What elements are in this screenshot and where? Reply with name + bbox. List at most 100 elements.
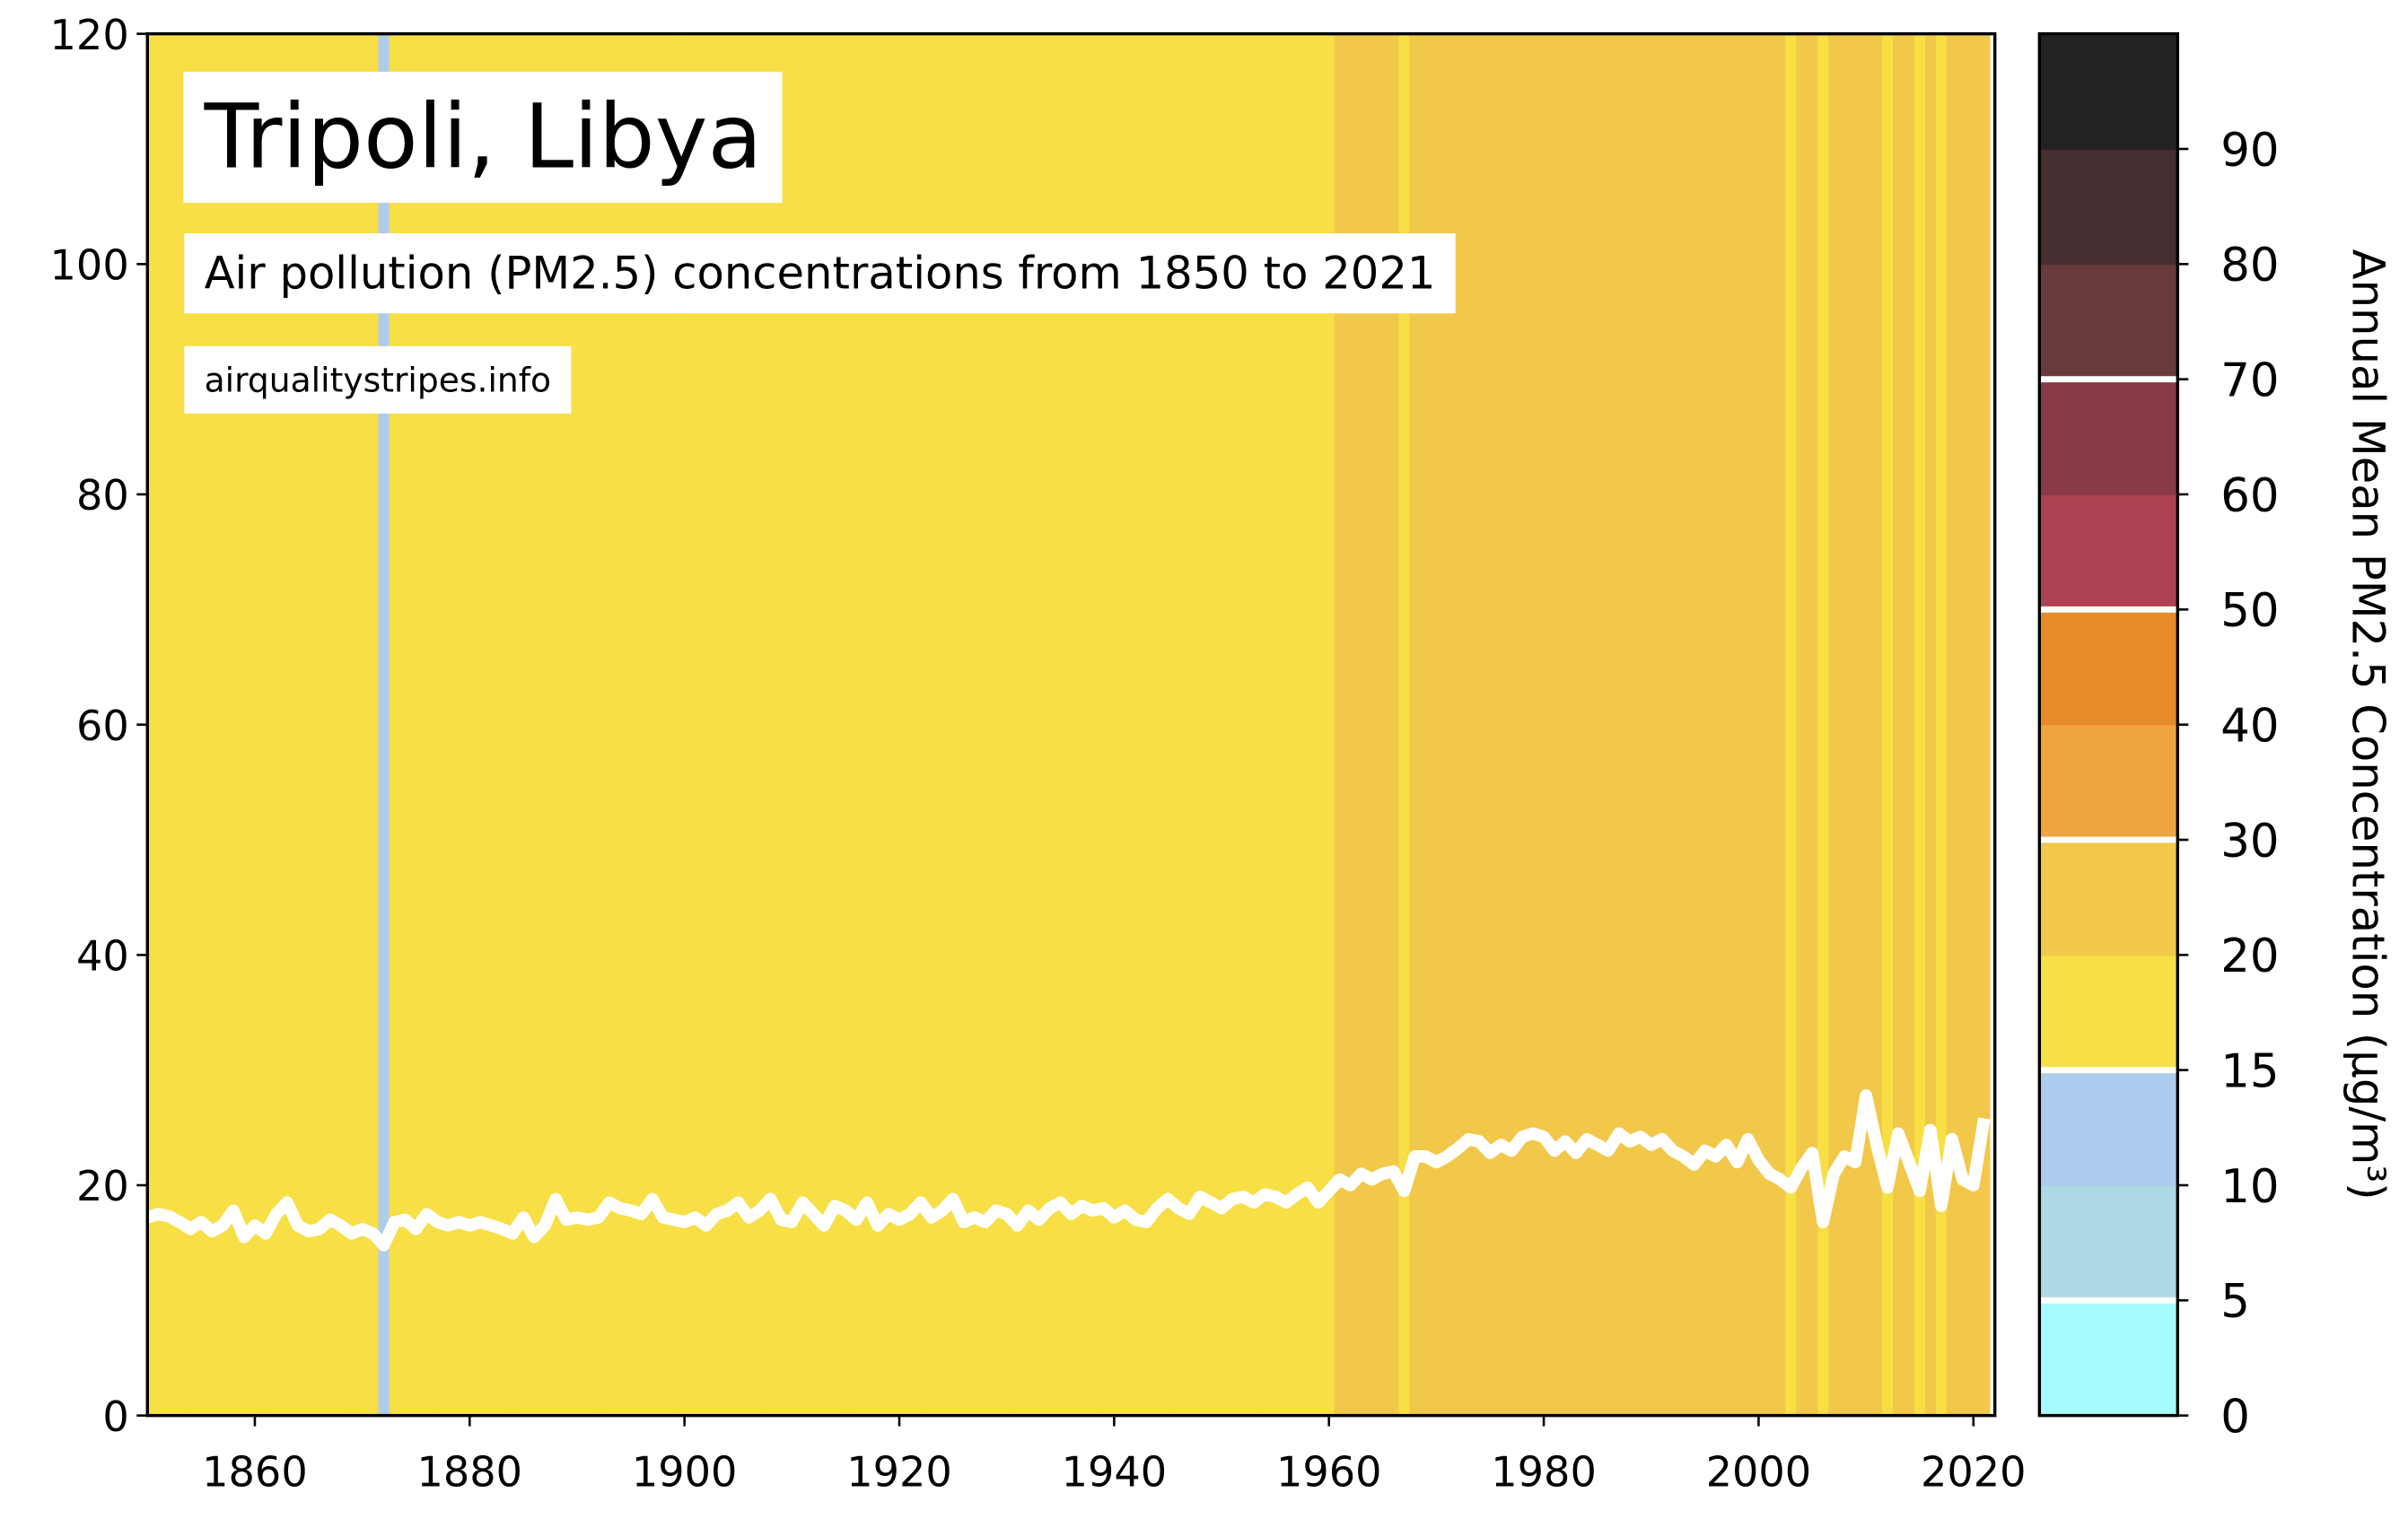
colorbar-segment (2039, 493, 2178, 611)
stripe (968, 33, 981, 1416)
stripe (1785, 33, 1798, 1416)
stripe (1742, 33, 1755, 1416)
stripe (1967, 33, 1980, 1416)
stripe (1913, 33, 1926, 1416)
chart-title-box (183, 71, 783, 204)
stripe (1366, 33, 1379, 1416)
colorbar-segment (2039, 1069, 2178, 1186)
chart-subtitle-box (184, 233, 1456, 314)
colorbar-segment (2039, 609, 2178, 726)
stripe (1528, 33, 1539, 1416)
stripe (829, 33, 842, 1416)
colorbar-tick-label: 15 (2220, 1044, 2279, 1098)
stripe (979, 33, 992, 1416)
stripe (1431, 33, 1443, 1416)
colorbar-segment (2039, 955, 2178, 1071)
stripe (1033, 33, 1046, 1416)
stripe (1355, 33, 1368, 1416)
stripe (1205, 33, 1217, 1416)
colorbar-tick-label: 30 (2220, 815, 2279, 869)
stripe (1774, 33, 1787, 1416)
stripe (1613, 33, 1625, 1416)
stripe (722, 33, 734, 1416)
y-tick-label: 40 (76, 931, 129, 980)
stripe (153, 33, 165, 1416)
stripe (915, 33, 927, 1416)
stripe (1517, 33, 1528, 1416)
stripe (958, 33, 970, 1416)
stripe (1216, 33, 1228, 1416)
stripe (1495, 33, 1508, 1416)
stripe (668, 33, 680, 1416)
stripe (872, 33, 884, 1416)
stripe (1398, 33, 1411, 1416)
stripe (1817, 33, 1830, 1416)
stripe (1227, 33, 1239, 1416)
stripe (1634, 33, 1647, 1416)
stripe (1882, 33, 1894, 1416)
colorbar-segment (2039, 1184, 2178, 1302)
stripe (1258, 33, 1271, 1416)
stripe (625, 33, 637, 1416)
y-tick-label: 20 (76, 1162, 129, 1210)
y-tick-label: 60 (76, 702, 129, 750)
chart-source: airqualitystripes.info (205, 360, 551, 399)
stripe (1011, 33, 1024, 1416)
stripe (925, 33, 938, 1416)
stripe (1796, 33, 1808, 1416)
stripe (1334, 33, 1346, 1416)
colorbar-tick-label: 80 (2220, 239, 2279, 292)
stripe (1667, 33, 1679, 1416)
stripe (1151, 33, 1164, 1416)
stripe (1538, 33, 1550, 1416)
stripe (1291, 33, 1303, 1416)
stripe (990, 33, 1003, 1416)
colorbar-segment (2039, 724, 2178, 841)
stripe (1645, 33, 1658, 1416)
y-tick-label: 120 (50, 11, 129, 59)
stripe (732, 33, 745, 1416)
stripe (1688, 33, 1701, 1416)
stripe (819, 33, 831, 1416)
stripe (1323, 33, 1335, 1416)
stripe (904, 33, 916, 1416)
stripe (1935, 33, 1948, 1416)
colorbar-tick-label: 50 (2220, 584, 2279, 638)
stripe (1903, 33, 1915, 1416)
stripe (689, 33, 702, 1416)
stripe (797, 33, 810, 1416)
stripe (1441, 33, 1454, 1416)
colorbar-tick-label: 40 (2220, 699, 2279, 753)
stripe (1624, 33, 1636, 1416)
stripe (1560, 33, 1572, 1416)
x-tick-label: 1880 (417, 1447, 523, 1496)
stripe (754, 33, 766, 1416)
colorbar-tick-label: 60 (2220, 469, 2279, 523)
chart-subtitle: Air pollution (PM2.5) concentrations fro… (205, 248, 1436, 300)
chart-title: Tripoli, Libya (204, 86, 763, 189)
stripe (1301, 33, 1314, 1416)
stripe (1195, 33, 1206, 1416)
x-tick-label: 1900 (632, 1447, 738, 1496)
stripe (1388, 33, 1400, 1416)
stripe (1463, 33, 1475, 1416)
stripe (1312, 33, 1325, 1416)
stripe (1022, 33, 1035, 1416)
colorbar-label: Annual Mean PM2.5 Concentration (µg/m³) (2342, 249, 2394, 1200)
colorbar-tick-label: 5 (2220, 1275, 2250, 1329)
stripe (1484, 33, 1497, 1416)
stripe (1184, 33, 1195, 1416)
stripe (1581, 33, 1593, 1416)
stripe (614, 33, 626, 1416)
stripe (1828, 33, 1841, 1416)
stripe (862, 33, 873, 1416)
stripe (571, 33, 583, 1416)
colorbar-segment (2039, 264, 2178, 380)
stripe (147, 33, 154, 1416)
y-tick-label: 0 (102, 1392, 128, 1441)
stripe (603, 33, 616, 1416)
stripe (1850, 33, 1861, 1416)
stripe (1591, 33, 1604, 1416)
x-tick-label: 1960 (1276, 1447, 1382, 1496)
